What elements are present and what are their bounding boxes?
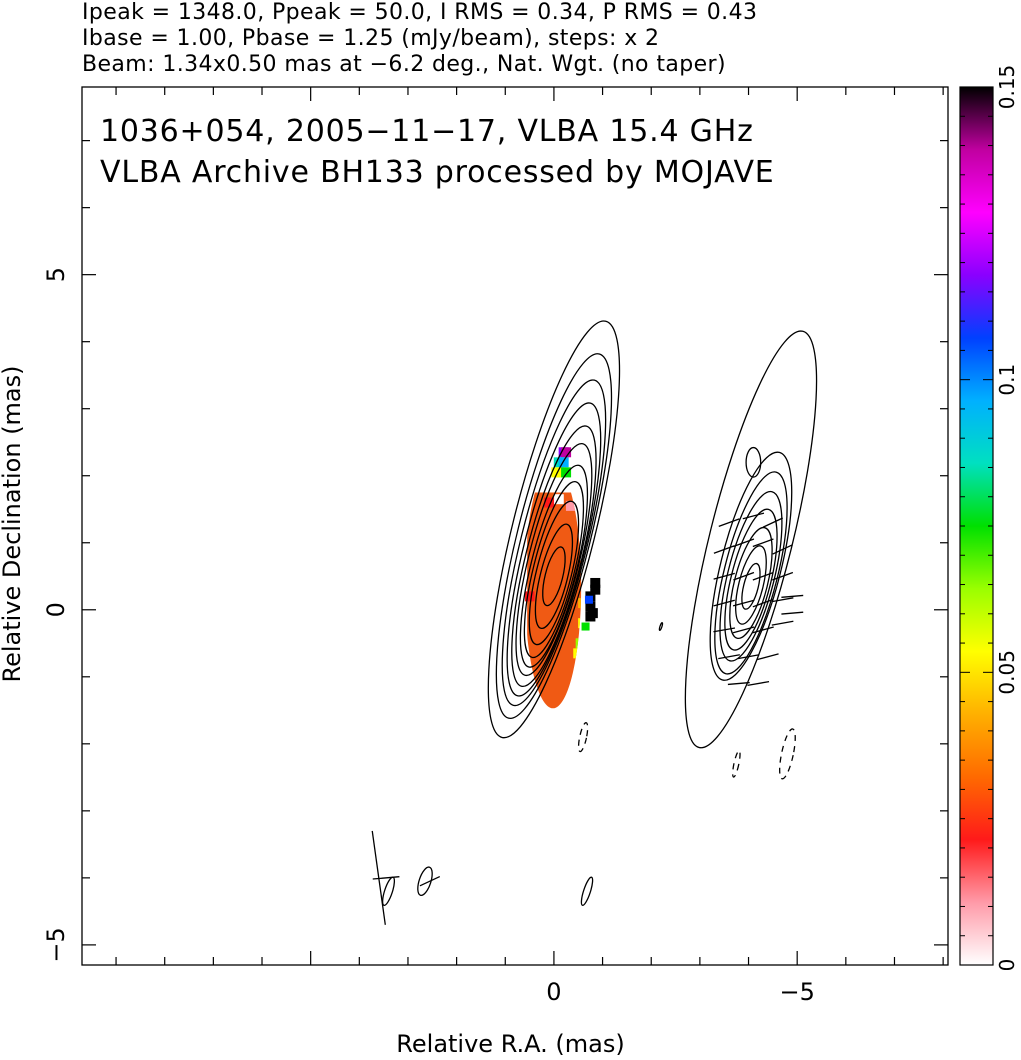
polarization-pixel: [585, 601, 596, 612]
y-tick-label: 5: [42, 267, 70, 282]
evpa-vector: [718, 654, 740, 660]
right-map-contour: [709, 451, 793, 681]
polarization-pixel: [584, 595, 593, 604]
evpa-vector: [713, 545, 735, 554]
evpa-vector: [771, 620, 794, 626]
evpa-vector: [732, 599, 755, 607]
plot-frame: [81, 86, 949, 966]
negative-contour: [732, 750, 741, 778]
evpa-vector: [757, 653, 779, 661]
right-map-contour: [735, 545, 767, 625]
left-map-contour: [528, 500, 580, 646]
header-line-1: Ipeak = 1348.0, Ppeak = 50.0, I RMS = 0.…: [82, 0, 758, 25]
polarization-pixel: [578, 598, 582, 609]
evpa-vector: [733, 538, 755, 548]
right-map-contour: [714, 471, 788, 675]
contour-layer: [381, 320, 818, 906]
left-map-contour: [501, 379, 607, 707]
negative-contour: [577, 722, 589, 753]
isolated-vector: [419, 876, 441, 887]
right-map-contour: [684, 330, 818, 749]
evpa-vector: [752, 626, 774, 634]
left-map-contour: [515, 442, 593, 677]
polarization-pixel: [544, 497, 555, 508]
polarization-pixel: [558, 457, 569, 468]
polarization-pixel: [578, 618, 582, 629]
evpa-vector: [771, 597, 794, 603]
evpa-vector: [718, 518, 740, 528]
evpa-vector: [737, 654, 760, 660]
polarization-pixel: [561, 447, 572, 458]
polarization-pixel: [529, 709, 539, 719]
header-line-3: Beam: 1.34x0.50 mas at −6.2 deg., Nat. W…: [82, 52, 726, 77]
y-tick-label: −5: [42, 927, 70, 962]
left-map-contour: [487, 320, 621, 739]
polarization-pixel: [590, 577, 601, 588]
left-map-contour: [519, 464, 589, 668]
polarization-pixel: [561, 467, 572, 478]
colorbar-tick-label: 0.15: [995, 65, 1019, 110]
polarization-pixel: [581, 622, 590, 631]
colorbar-gradient: [959, 86, 994, 966]
isolated-contour: [580, 876, 594, 906]
evpa-vector: [713, 627, 736, 633]
y-axis-label: Relative Declination (mas): [0, 365, 26, 683]
evpa-vector: [781, 611, 804, 615]
left-map-contour: [534, 523, 574, 630]
evpa-vector: [733, 571, 755, 581]
evpa-vector: [752, 538, 774, 548]
x-tick-label: −5: [779, 978, 814, 1006]
polarization-pixel: [524, 591, 535, 602]
x-tick-label: 0: [546, 978, 561, 1006]
colorbar: 0 0.05 0.1 0.15: [959, 65, 1019, 972]
evpa-vector: [727, 681, 750, 686]
left-map-contour: [511, 425, 597, 688]
polarization-pixel: [573, 648, 582, 659]
x-axis-label: Relative R.A. (mas): [396, 1030, 625, 1058]
left-map-contour: [523, 480, 585, 659]
evpa-vector: [772, 544, 793, 555]
polarization-pixel: [590, 584, 601, 595]
colorbar-tick-label: 0.1: [995, 364, 1019, 396]
isolated-contour: [658, 622, 664, 632]
right-map-contour: [719, 490, 783, 662]
right-map-knot-contour: [745, 446, 762, 478]
header-line-2: Ibase = 1.00, Pbase = 1.25 (mJy/beam), s…: [82, 26, 660, 51]
evpa-vector: [781, 594, 804, 598]
left-map-contour: [506, 402, 602, 697]
evpa-vector: [772, 571, 794, 581]
polarization-pixel: [553, 494, 564, 505]
evpa-vector: [742, 512, 765, 520]
polarization-pixel: [551, 467, 562, 478]
y-tick-label: 0: [42, 602, 70, 617]
left-map-contour: [495, 353, 613, 720]
evpa-vector: [762, 517, 784, 528]
isolated-vector: [372, 876, 400, 880]
colorbar-tick-label: 0.05: [995, 650, 1019, 695]
polarization-pixel: [524, 668, 533, 679]
evpa-vector: [752, 571, 774, 581]
evpa-vector: [713, 572, 735, 580]
frame-layer: 0 −5 5 0 −5: [42, 86, 949, 1006]
evpa-vector: [747, 680, 770, 687]
polarization-pixel: [575, 638, 582, 649]
polarization-pixel: [534, 715, 544, 725]
evpa-vector: [752, 598, 774, 608]
isolated-contour: [417, 866, 433, 897]
colorbar-tick-label: 0: [995, 959, 1019, 972]
right-map-contour: [741, 562, 761, 610]
polarization-pixel: [587, 608, 598, 619]
left-map-contour: [542, 546, 566, 607]
evpa-vector-layer: [371, 512, 804, 925]
polarization-pixel: [565, 500, 576, 511]
evpa-vector: [732, 626, 755, 634]
evpa-vector: [713, 599, 735, 607]
panel-title-line-1: 1036+054, 2005−11−17, VLBA 15.4 GHz: [100, 114, 754, 149]
negative-contour: [779, 728, 796, 780]
panel-title-line-2: VLBA Archive BH133 processed by MOJAVE: [100, 155, 775, 190]
